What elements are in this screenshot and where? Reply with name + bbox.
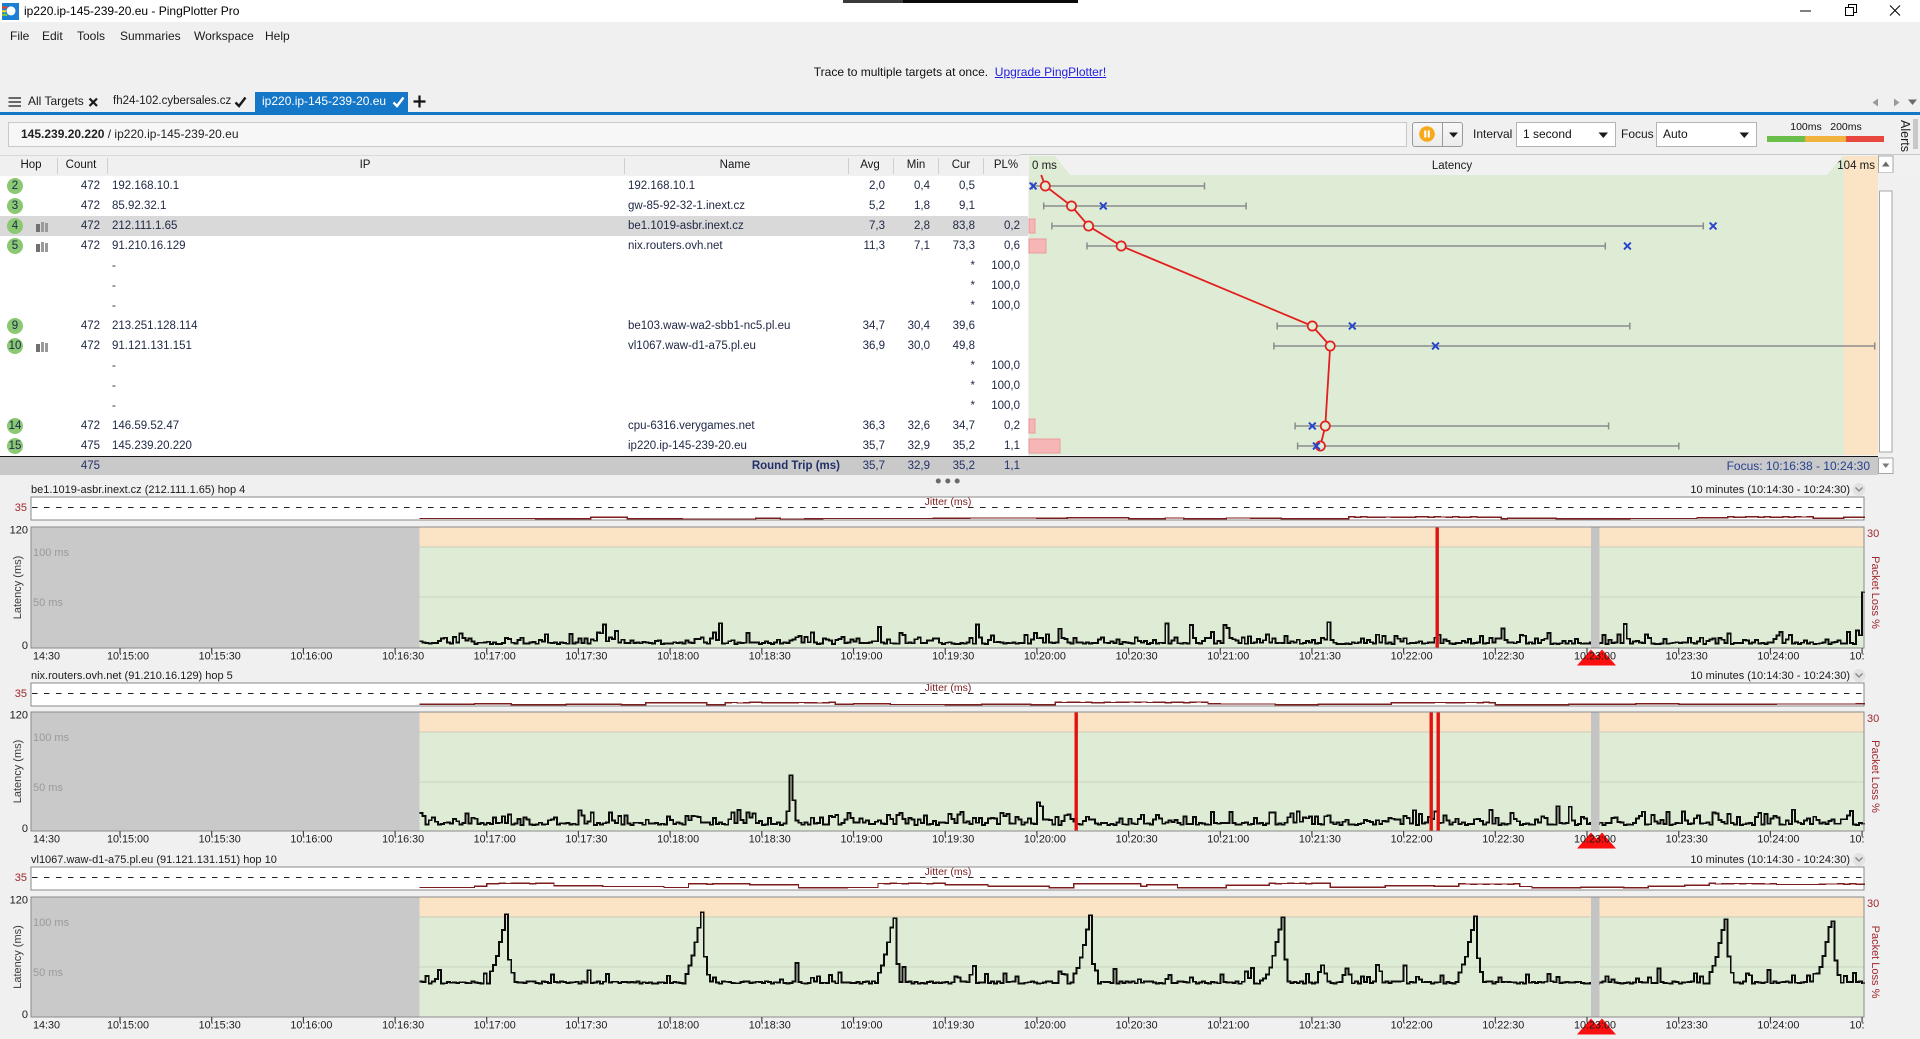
svg-text:10:19:00: 10:19:00 [840, 834, 882, 846]
svg-text:35: 35 [15, 688, 27, 700]
svg-text:30: 30 [1867, 898, 1879, 910]
svg-text:10:17:00: 10:17:00 [474, 651, 516, 663]
svg-text:10 minutes (10:14:30 - 10:24:3: 10 minutes (10:14:30 - 10:24:30) [1690, 854, 1850, 866]
svg-text:10 minutes (10:14:30 - 10:24:3: 10 minutes (10:14:30 - 10:24:30) [1690, 670, 1850, 682]
svg-text:10:21:30: 10:21:30 [1299, 1020, 1341, 1032]
svg-text:Packet Loss %: Packet Loss % [1869, 926, 1881, 999]
svg-text:10:15:30: 10:15:30 [199, 1020, 241, 1032]
svg-text:Packet Loss %: Packet Loss % [1869, 740, 1881, 813]
svg-text:10:16:00: 10:16:00 [290, 651, 332, 663]
svg-text:Jitter (ms): Jitter (ms) [925, 496, 972, 508]
svg-text:120: 120 [10, 895, 28, 907]
svg-text:100 ms: 100 ms [33, 547, 70, 559]
svg-text:10:18:00: 10:18:00 [657, 1020, 699, 1032]
svg-text:10:18:30: 10:18:30 [749, 834, 791, 846]
svg-text:10:15:00: 10:15:00 [107, 651, 149, 663]
svg-text:10:15:30: 10:15:30 [199, 834, 241, 846]
svg-text:10:23:30: 10:23:30 [1666, 834, 1708, 846]
svg-text:100 ms: 100 ms [33, 917, 70, 929]
svg-text:50 ms: 50 ms [33, 967, 63, 979]
svg-text:10:17:00: 10:17:00 [474, 1020, 516, 1032]
svg-text:10:22:30: 10:22:30 [1482, 651, 1524, 663]
svg-text:Latency (ms): Latency (ms) [12, 925, 24, 989]
svg-text:Jitter (ms): Jitter (ms) [925, 682, 972, 694]
svg-text:10:23:00: 10:23:00 [1574, 1020, 1616, 1032]
svg-text:10:20:30: 10:20:30 [1116, 1020, 1158, 1032]
svg-text:0: 0 [22, 1009, 28, 1021]
svg-text:Packet Loss %: Packet Loss % [1869, 556, 1881, 629]
svg-text:10:23:30: 10:23:30 [1666, 651, 1708, 663]
svg-text:10:19:30: 10:19:30 [932, 651, 974, 663]
svg-text:10:: 10: [1850, 1020, 1865, 1032]
svg-text:50 ms: 50 ms [33, 782, 63, 794]
svg-text:10:20:30: 10:20:30 [1116, 834, 1158, 846]
svg-text:10:17:30: 10:17:30 [565, 651, 607, 663]
svg-text:vl1067.waw-d1-a75.pl.eu (91.12: vl1067.waw-d1-a75.pl.eu (91.121.131.151)… [31, 854, 277, 866]
svg-text:Latency (ms): Latency (ms) [12, 740, 24, 804]
svg-text:30: 30 [1867, 713, 1879, 725]
svg-text:0: 0 [22, 640, 28, 652]
svg-text:14:30: 14:30 [33, 1020, 60, 1032]
svg-text:10:20:00: 10:20:00 [1024, 834, 1066, 846]
svg-text:10:: 10: [1850, 834, 1865, 846]
svg-text:10:15:00: 10:15:00 [107, 834, 149, 846]
svg-text:0: 0 [22, 823, 28, 835]
svg-text:0 ms: 0 ms [1032, 160, 1057, 172]
svg-text:100 ms: 100 ms [33, 732, 70, 744]
svg-text:10:17:00: 10:17:00 [474, 834, 516, 846]
svg-text:10:22:00: 10:22:00 [1391, 1020, 1433, 1032]
svg-text:10:18:30: 10:18:30 [749, 651, 791, 663]
svg-text:10:24:00: 10:24:00 [1757, 651, 1799, 663]
svg-text:10:21:00: 10:21:00 [1207, 834, 1249, 846]
svg-text:10:21:30: 10:21:30 [1299, 651, 1341, 663]
svg-text:10:23:00: 10:23:00 [1574, 834, 1616, 846]
svg-text:10:15:00: 10:15:00 [107, 1020, 149, 1032]
svg-text:10:18:30: 10:18:30 [749, 1020, 791, 1032]
svg-text:10:15:30: 10:15:30 [199, 651, 241, 663]
svg-text:Latency (ms): Latency (ms) [12, 556, 24, 620]
svg-text:10:18:00: 10:18:00 [657, 651, 699, 663]
svg-text:10:21:00: 10:21:00 [1207, 651, 1249, 663]
svg-text:10:22:30: 10:22:30 [1482, 834, 1524, 846]
svg-text:10:24:00: 10:24:00 [1757, 1020, 1799, 1032]
svg-text:10:23:30: 10:23:30 [1666, 1020, 1708, 1032]
svg-text:10:23:00: 10:23:00 [1574, 651, 1616, 663]
svg-text:10:17:30: 10:17:30 [565, 834, 607, 846]
svg-text:10:19:00: 10:19:00 [840, 1020, 882, 1032]
svg-text:35: 35 [15, 872, 27, 884]
svg-text:14:30: 14:30 [33, 834, 60, 846]
svg-text:10:20:00: 10:20:00 [1024, 651, 1066, 663]
svg-text:10:20:00: 10:20:00 [1024, 1020, 1066, 1032]
svg-text:120: 120 [10, 525, 28, 537]
svg-text:10:16:00: 10:16:00 [290, 834, 332, 846]
svg-text:120: 120 [10, 710, 28, 722]
svg-text:10:16:30: 10:16:30 [382, 834, 424, 846]
svg-text:10 minutes (10:14:30 - 10:24:3: 10 minutes (10:14:30 - 10:24:30) [1690, 484, 1850, 496]
svg-text:30: 30 [1867, 528, 1879, 540]
svg-text:10:19:30: 10:19:30 [932, 1020, 974, 1032]
svg-text:10:16:00: 10:16:00 [290, 1020, 332, 1032]
svg-text:10:18:00: 10:18:00 [657, 834, 699, 846]
svg-text:14:30: 14:30 [33, 651, 60, 663]
svg-text:10:16:30: 10:16:30 [382, 1020, 424, 1032]
svg-text:nix.routers.ovh.net (91.210.16: nix.routers.ovh.net (91.210.16.129) hop … [31, 670, 233, 682]
svg-text:35: 35 [15, 502, 27, 514]
svg-text:10:19:30: 10:19:30 [932, 834, 974, 846]
svg-text:104 ms: 104 ms [1837, 160, 1875, 172]
svg-text:10:22:00: 10:22:00 [1391, 651, 1433, 663]
svg-text:Latency: Latency [1432, 160, 1473, 172]
svg-text:10:21:30: 10:21:30 [1299, 834, 1341, 846]
svg-text:10:16:30: 10:16:30 [382, 651, 424, 663]
svg-text:10:24:00: 10:24:00 [1757, 834, 1799, 846]
svg-text:Jitter (ms): Jitter (ms) [925, 866, 972, 878]
svg-text:10:17:30: 10:17:30 [565, 1020, 607, 1032]
svg-text:10:20:30: 10:20:30 [1116, 651, 1158, 663]
svg-text:10:22:00: 10:22:00 [1391, 834, 1433, 846]
svg-text:50 ms: 50 ms [33, 597, 63, 609]
svg-text:be1.1019-asbr.inext.cz (212.11: be1.1019-asbr.inext.cz (212.111.1.65) ho… [31, 484, 245, 496]
svg-text:10:19:00: 10:19:00 [840, 651, 882, 663]
svg-text:10:21:00: 10:21:00 [1207, 1020, 1249, 1032]
svg-text:10:22:30: 10:22:30 [1482, 1020, 1524, 1032]
svg-text:10:: 10: [1850, 651, 1865, 663]
